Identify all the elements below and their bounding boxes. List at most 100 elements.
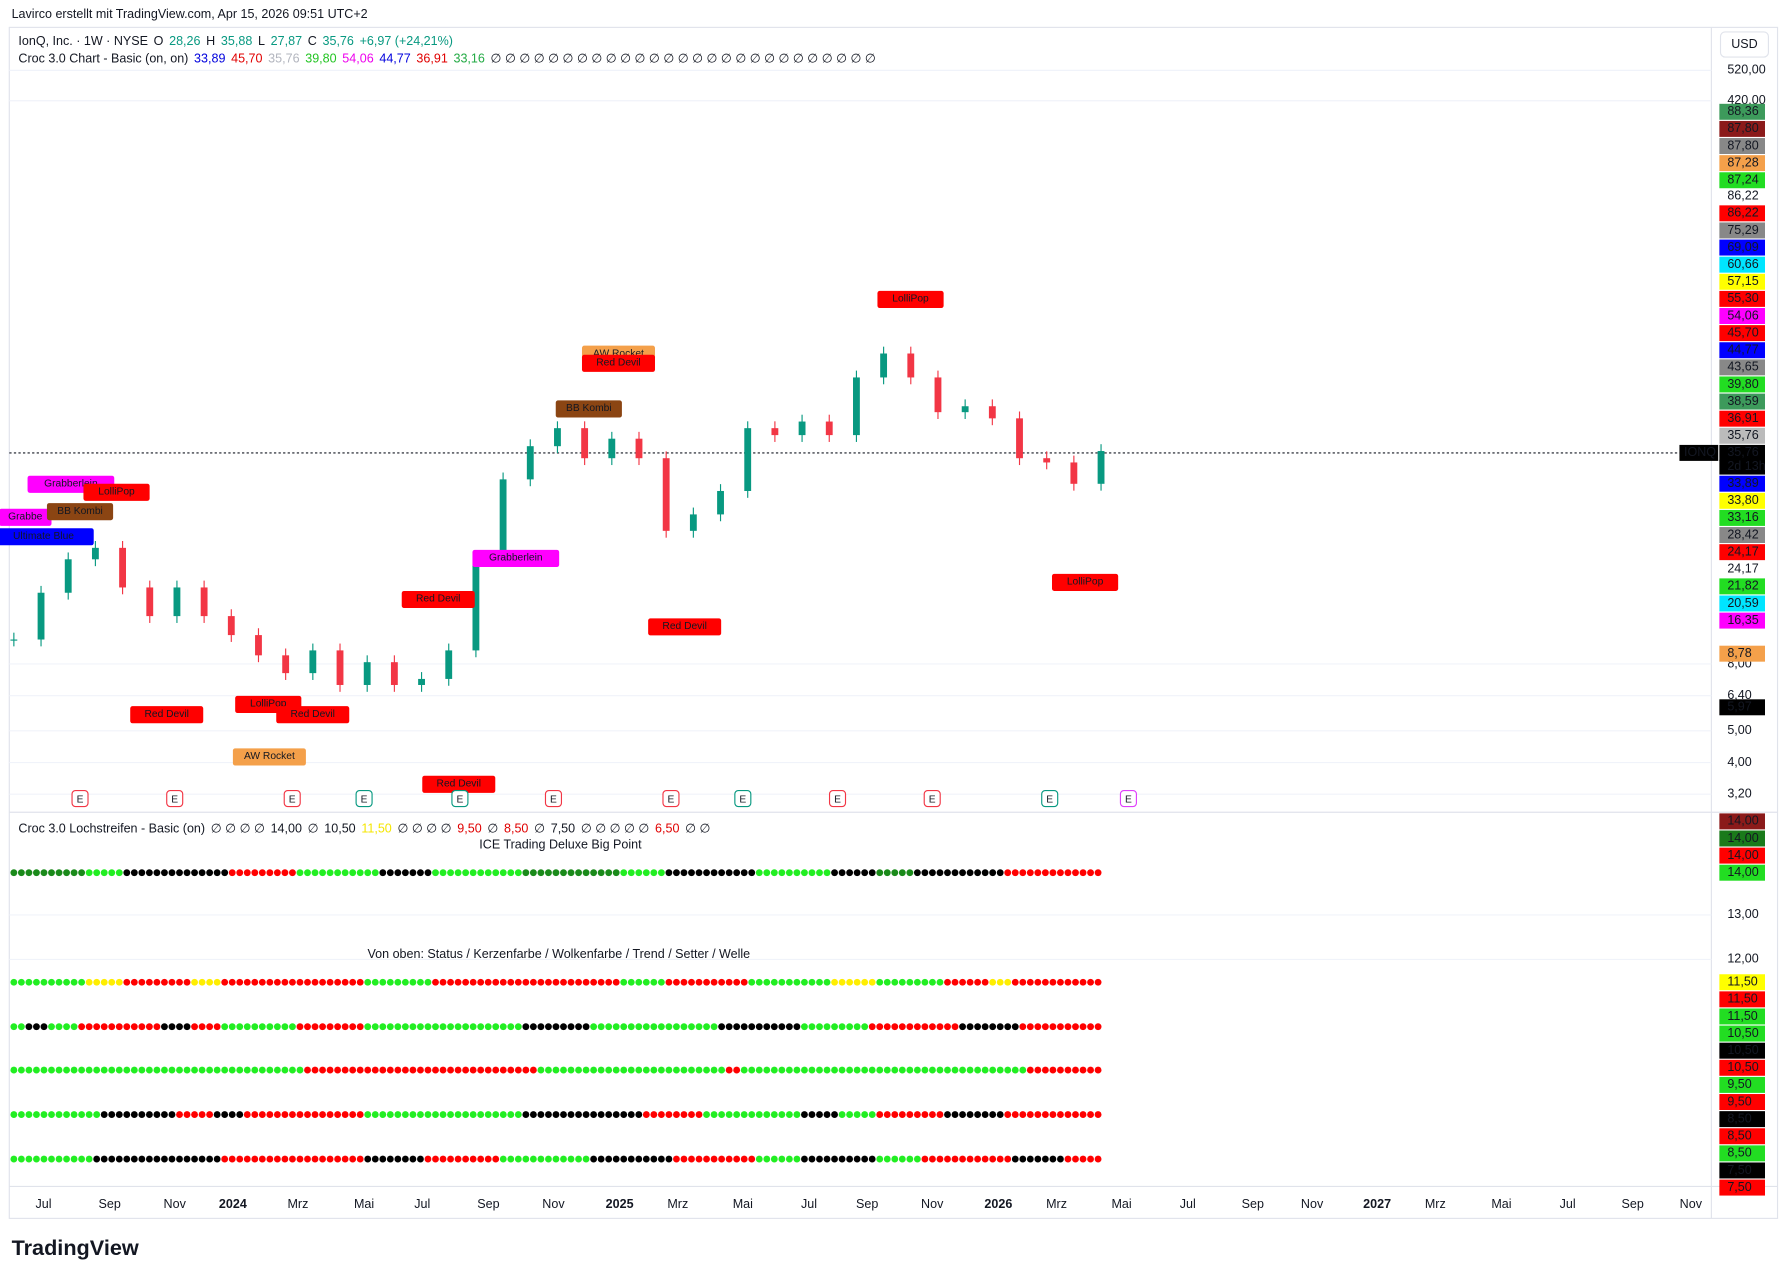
candle: [227, 616, 235, 636]
indicator-dot: [590, 869, 598, 877]
indicator-dot: [401, 1111, 409, 1118]
indicator-dot: [319, 1023, 326, 1031]
indicator-dot: [1064, 869, 1072, 877]
indicator-dot: [688, 869, 695, 877]
indicator-dot: [364, 869, 372, 877]
indicator-dot: [876, 1111, 884, 1118]
indicator-dot: [356, 1111, 364, 1118]
indicator-dot: [552, 869, 560, 877]
indicator-dot: [364, 978, 372, 986]
indicator-dot: [552, 1111, 560, 1118]
indicator-dot: [989, 869, 997, 877]
indicator-dot: [620, 1023, 628, 1031]
indicator-dot: [130, 1023, 138, 1031]
indicator-dot: [816, 1023, 823, 1031]
indicator-dot: [85, 1155, 93, 1163]
legend-item: Croc 3.0 Chart - Basic (on, on): [18, 52, 188, 66]
earnings-label: E: [550, 794, 557, 805]
legend-item: H: [206, 35, 215, 49]
indicator-dot: [793, 869, 801, 877]
indicator-dot: [1094, 1155, 1102, 1163]
indicator-dot: [1094, 869, 1102, 877]
signal-label: Ultimate Blue: [13, 531, 74, 542]
currency[interactable]: USD: [1731, 37, 1757, 51]
indicator-dot: [311, 869, 319, 877]
indicator-dot: [996, 1066, 1004, 1074]
price-badge-label: 8,50: [1727, 1146, 1751, 1160]
indicator-dot: [492, 1111, 500, 1118]
candle: [255, 635, 262, 656]
legend-item: 44,77: [379, 52, 410, 66]
x-tick-label: 2026: [984, 1197, 1012, 1211]
legend-item: 36,91: [416, 52, 447, 66]
indicator-dot: [289, 1023, 296, 1031]
indicator-dot: [974, 869, 982, 877]
indicator-dot: [785, 978, 793, 986]
indicator-dot: [545, 1111, 552, 1118]
indicator-dot: [944, 1155, 951, 1163]
indicator-dot: [304, 869, 311, 877]
currency-box[interactable]: [1719, 31, 1769, 58]
price-badge: [1719, 509, 1765, 526]
indicator-dot: [944, 869, 951, 877]
indicator-dot: [1019, 1066, 1027, 1074]
indicator-dot: [63, 1155, 70, 1163]
indicator-dot: [462, 978, 470, 986]
indicator-dot: [913, 1066, 921, 1074]
indicator-dot: [808, 978, 816, 986]
indicator-dot: [484, 978, 492, 986]
signal-badge: [648, 618, 722, 636]
legend-item: 7,50: [551, 822, 575, 836]
indicator-dot: [130, 978, 138, 986]
legend-item: 6,50: [655, 822, 679, 836]
indicator-dot: [861, 1155, 869, 1163]
indicator-dot: [492, 1066, 500, 1074]
indicator-dot: [281, 978, 289, 986]
indicator-dot: [213, 978, 221, 986]
indicator-dot: [514, 1066, 522, 1074]
indicator-dot: [1049, 869, 1057, 877]
indicator-dot: [477, 1023, 485, 1031]
indicator-dot: [627, 1155, 635, 1163]
indicator-dot: [898, 869, 906, 877]
indicator-dot: [115, 1155, 123, 1163]
indicator-dot: [718, 1155, 726, 1163]
indicator-dot: [145, 1066, 153, 1074]
price-badge: [1719, 410, 1765, 427]
legend-item: 45,70: [231, 52, 262, 66]
indicator-dot: [55, 869, 63, 877]
indicator-dot: [108, 1111, 116, 1118]
indicator-dot: [439, 1155, 447, 1163]
indicator-dot: [944, 1111, 951, 1118]
indicator-dot: [906, 1111, 914, 1118]
indicator-dot: [876, 978, 884, 986]
indicator-dot: [567, 1023, 575, 1031]
indicator-dot: [266, 869, 274, 877]
price-badge: [1719, 376, 1765, 393]
indicator-dot: [401, 978, 409, 986]
indicator-dot: [1034, 978, 1042, 986]
indicator-dot: [304, 978, 311, 986]
indicator-dot: [974, 978, 982, 986]
indicator-dot: [680, 1155, 688, 1163]
indicator-dot: [17, 1155, 25, 1163]
indicator-dot: [409, 869, 417, 877]
indicator-dot: [703, 1023, 710, 1031]
indicator-dot: [665, 1111, 673, 1118]
indicator-dot: [1026, 978, 1034, 986]
indicator-dot: [597, 1155, 605, 1163]
legend-item: 8,50: [504, 822, 528, 836]
indicator-dot: [213, 869, 221, 877]
indicator-dot: [823, 1023, 831, 1031]
indicator-dot: [469, 1155, 477, 1163]
indicator-dot: [1079, 1111, 1087, 1118]
indicator-dot: [17, 1023, 25, 1031]
price-badge: [1719, 1059, 1765, 1076]
indicator-dot: [868, 1023, 876, 1031]
indicator-dot: [567, 1111, 575, 1118]
indicator-dot: [816, 1111, 823, 1118]
indicator-dot: [1087, 869, 1094, 877]
indicator-dot: [680, 1066, 688, 1074]
indicator-dot: [1004, 869, 1012, 877]
indicator-dot: [582, 1066, 590, 1074]
